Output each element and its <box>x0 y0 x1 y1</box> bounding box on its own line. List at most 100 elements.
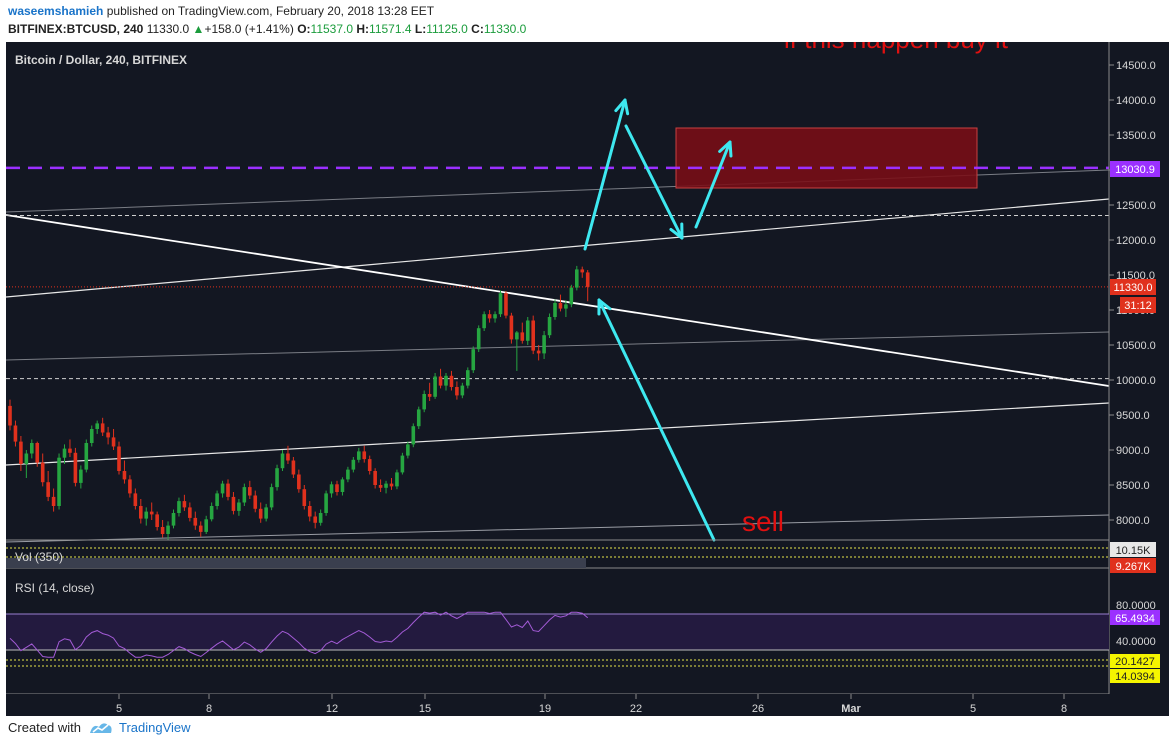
candle[interactable] <box>19 436 23 471</box>
candle[interactable] <box>89 425 94 447</box>
candle[interactable] <box>460 382 465 399</box>
candle[interactable] <box>367 455 372 475</box>
candle[interactable] <box>280 450 285 471</box>
candle[interactable] <box>531 315 535 355</box>
candle[interactable] <box>286 445 290 464</box>
candle[interactable] <box>62 444 67 464</box>
candle[interactable] <box>357 447 361 463</box>
candle[interactable] <box>427 382 432 401</box>
candle[interactable] <box>198 521 203 537</box>
candle[interactable] <box>542 331 546 359</box>
chart-svg[interactable]: Bitcoin / Dollar, 240, BITFINEX if this … <box>5 24 1169 716</box>
candle[interactable] <box>166 521 170 540</box>
candle[interactable] <box>264 503 268 522</box>
candle[interactable] <box>204 515 208 534</box>
candle[interactable] <box>128 475 132 498</box>
candle[interactable] <box>476 325 481 352</box>
candle[interactable] <box>384 480 388 494</box>
candle[interactable] <box>258 502 263 523</box>
candle[interactable] <box>498 290 503 317</box>
candle[interactable] <box>275 464 279 491</box>
candle[interactable] <box>351 457 356 473</box>
candle[interactable] <box>362 445 367 463</box>
candles[interactable] <box>8 265 590 540</box>
candle[interactable] <box>57 453 61 510</box>
candle[interactable] <box>297 469 301 493</box>
candle[interactable] <box>416 406 421 429</box>
candle[interactable] <box>324 490 328 516</box>
candle[interactable] <box>269 483 274 511</box>
candle[interactable] <box>509 312 514 344</box>
candle[interactable] <box>520 322 525 344</box>
candle[interactable] <box>231 492 236 515</box>
candle[interactable] <box>346 466 350 483</box>
time-axis[interactable] <box>6 694 1169 716</box>
candle[interactable] <box>100 417 105 436</box>
candle[interactable] <box>13 420 18 447</box>
candle[interactable] <box>585 270 590 302</box>
candle[interactable] <box>525 317 530 345</box>
candle[interactable] <box>553 299 557 320</box>
candle[interactable] <box>307 501 312 522</box>
candle[interactable] <box>487 310 492 323</box>
candle[interactable] <box>329 481 334 498</box>
candle[interactable] <box>46 471 50 502</box>
candle[interactable] <box>471 346 476 373</box>
candle[interactable] <box>171 509 176 529</box>
candle[interactable] <box>149 502 154 521</box>
candle[interactable] <box>569 284 574 308</box>
candle[interactable] <box>482 311 486 331</box>
candle[interactable] <box>35 441 40 467</box>
candle[interactable] <box>318 509 323 526</box>
candle[interactable] <box>242 483 247 506</box>
candle[interactable] <box>466 367 470 389</box>
candle[interactable] <box>558 294 563 312</box>
candle[interactable] <box>111 429 116 450</box>
candle[interactable] <box>291 457 296 478</box>
candle[interactable] <box>177 497 181 517</box>
candle[interactable] <box>30 439 34 459</box>
candle[interactable] <box>444 373 448 391</box>
candle[interactable] <box>547 313 552 339</box>
candle[interactable] <box>433 373 437 399</box>
candle[interactable] <box>400 452 405 475</box>
candle[interactable] <box>40 453 45 487</box>
candle[interactable] <box>117 441 121 475</box>
candle[interactable] <box>340 477 345 496</box>
candle[interactable] <box>575 265 579 291</box>
candle[interactable] <box>564 300 568 317</box>
candle[interactable] <box>79 465 83 489</box>
candle[interactable] <box>302 485 307 510</box>
candle[interactable] <box>515 331 519 371</box>
candle[interactable] <box>335 480 339 496</box>
candle[interactable] <box>493 311 497 323</box>
candle[interactable] <box>106 426 110 445</box>
candle[interactable] <box>51 488 56 512</box>
candle[interactable] <box>24 450 29 478</box>
candle[interactable] <box>237 499 241 516</box>
candle[interactable] <box>422 390 426 413</box>
candle[interactable] <box>155 511 159 531</box>
candle[interactable] <box>253 490 258 513</box>
candle[interactable] <box>378 479 383 492</box>
candle[interactable] <box>68 439 72 458</box>
candle[interactable] <box>220 480 225 498</box>
author-link[interactable]: waseemshamieh <box>8 4 104 18</box>
chart-area[interactable]: Bitcoin / Dollar, 240, BITFINEX if this … <box>5 24 1169 716</box>
candle[interactable] <box>395 469 399 490</box>
candle[interactable] <box>133 488 138 510</box>
candle[interactable] <box>580 266 585 278</box>
candle[interactable] <box>84 439 89 473</box>
candle[interactable] <box>449 370 454 391</box>
candle[interactable] <box>389 478 394 490</box>
price-axis[interactable] <box>1108 42 1169 716</box>
candle[interactable] <box>313 511 317 529</box>
candle[interactable] <box>438 368 443 389</box>
tradingview-link[interactable]: TradingView <box>89 720 191 735</box>
candle[interactable] <box>215 490 219 510</box>
candle[interactable] <box>144 507 149 526</box>
candle[interactable] <box>536 345 541 361</box>
candle[interactable] <box>95 420 99 434</box>
candle[interactable] <box>182 494 187 511</box>
candle[interactable] <box>209 502 214 522</box>
